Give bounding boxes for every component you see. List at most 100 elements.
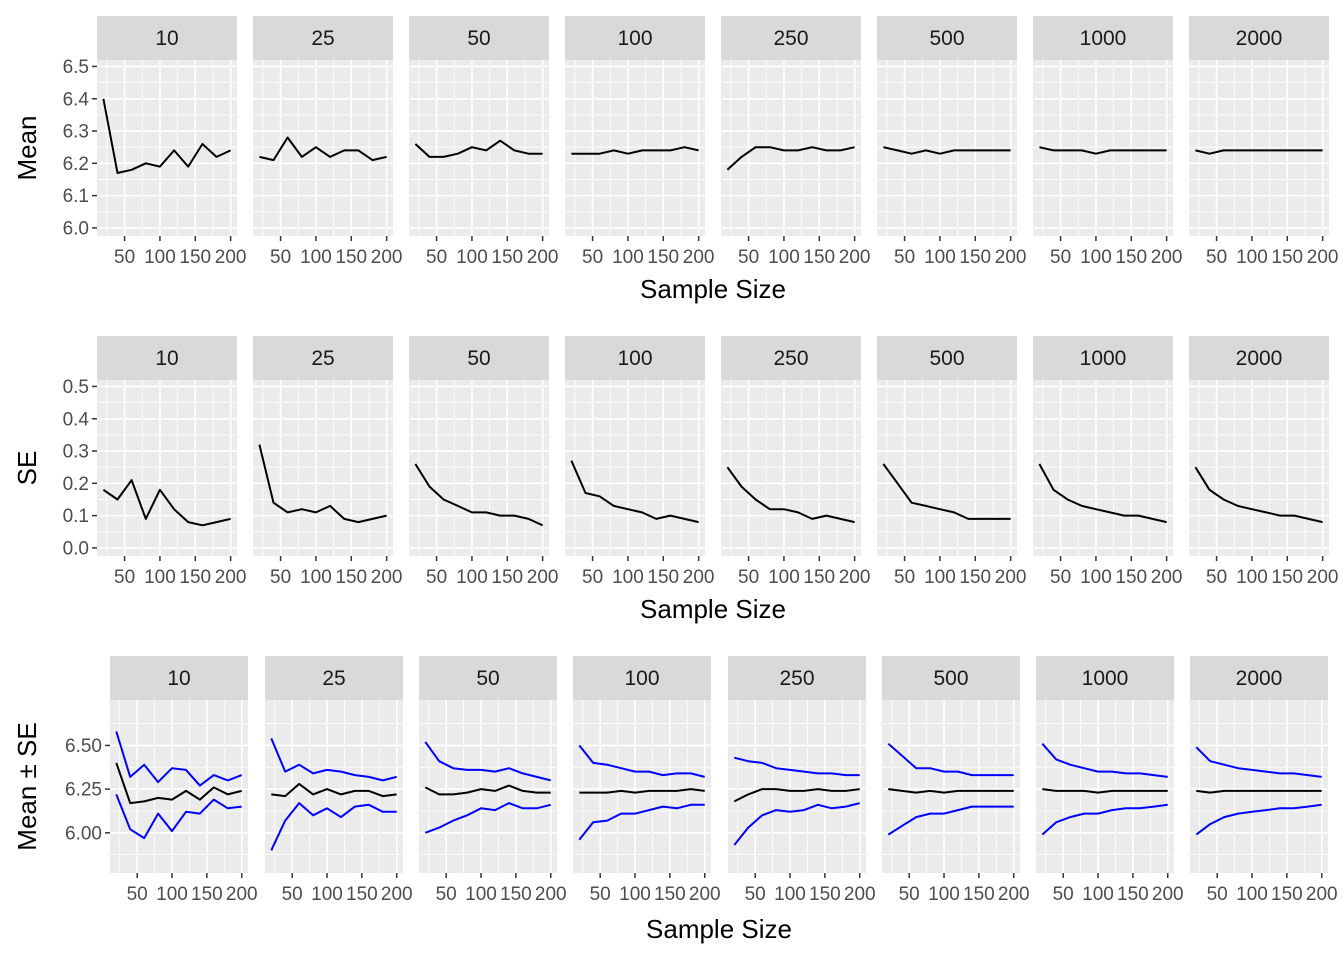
panel-background (1036, 700, 1174, 873)
y-tick-label: 6.2 (63, 154, 89, 175)
facet-strip (409, 336, 549, 380)
mean-line (579, 788, 705, 794)
panel-background (1189, 380, 1329, 556)
facet-strip-label: 500 (929, 27, 964, 50)
lower-se-line (733, 802, 860, 846)
x-axis-title: Sample Size (646, 914, 792, 944)
mean-line (571, 146, 699, 155)
x-tick-label: 50 (282, 884, 303, 905)
x-tick-label: 200 (381, 884, 413, 905)
mean-line (733, 788, 860, 803)
x-tick-label: 200 (1152, 884, 1184, 905)
x-tick-label: 150 (1115, 247, 1147, 268)
x-tick-label: 200 (1307, 247, 1339, 268)
mean-line (414, 139, 543, 158)
x-tick-label: 150 (491, 567, 523, 588)
facet-panel-50: 50 50 100 150 200 (409, 336, 558, 588)
x-tick-label: 50 (738, 247, 759, 268)
facet-strip-label: 100 (617, 27, 652, 50)
facet-panel-500: 500 50 100 150 200 (877, 16, 1026, 268)
x-tick-label: 200 (215, 247, 247, 268)
facet-panel-50: 50 50 100 150 200 (419, 656, 567, 905)
x-tick-label: 100 (465, 884, 497, 905)
facet-strip (721, 16, 861, 60)
mean-line (1195, 149, 1323, 155)
facet-panel-250: 250 50 100 150 200 (721, 336, 870, 588)
facet-panel-10: 10 50 100 150 200 (97, 336, 246, 588)
x-tick-label: 100 (768, 247, 800, 268)
y-tick-label: 6.50 (65, 736, 102, 757)
y-tick-label: 0.1 (63, 506, 89, 527)
se-line (882, 463, 1011, 520)
x-tick-label: 100 (1080, 567, 1112, 588)
lower-se-line (1041, 803, 1168, 836)
y-tick-label: 0.2 (63, 474, 89, 495)
facet-strip-label: 25 (322, 667, 345, 690)
x-tick-label: 150 (500, 884, 532, 905)
upper-se-line (115, 731, 243, 787)
facet-strip-label: 500 (933, 667, 968, 690)
facet-panel-25: 25 50 100 150 200 (253, 16, 402, 268)
panel-background (573, 700, 711, 873)
x-tick-label: 200 (689, 884, 721, 905)
x-tick-label: 200 (995, 567, 1027, 588)
facet-strip-label: 250 (773, 27, 808, 50)
panel-background (97, 380, 237, 556)
facet-strip (97, 336, 237, 380)
facet-strip (409, 16, 549, 60)
facet-strip-label: 1000 (1082, 667, 1129, 690)
upper-se-line (424, 741, 551, 782)
x-tick-label: 150 (1117, 884, 1149, 905)
x-tick-label: 50 (436, 884, 457, 905)
x-tick-label: 200 (371, 247, 403, 268)
x-tick-label: 150 (959, 247, 991, 268)
x-tick-label: 150 (179, 567, 211, 588)
x-tick-label: 100 (924, 567, 956, 588)
x-tick-label: 150 (647, 567, 679, 588)
facet-strip (110, 656, 248, 700)
x-tick-label: 100 (456, 567, 488, 588)
panel-background (253, 380, 393, 556)
facet-panel-2000: 2000 50 100 150 200 (1189, 16, 1338, 268)
facet-strip (721, 336, 861, 380)
x-tick-label: 100 (1080, 247, 1112, 268)
panel-background (419, 700, 557, 873)
x-tick-label: 50 (270, 247, 291, 268)
panel-background (97, 60, 237, 236)
panel-background (1190, 700, 1328, 873)
x-tick-label: 200 (839, 247, 871, 268)
x-tick-label: 50 (270, 567, 291, 588)
facet-strip-label: 2000 (1236, 27, 1283, 50)
mean-line (726, 146, 855, 171)
panel-background (1033, 380, 1173, 556)
facet-strip-label: 50 (476, 667, 499, 690)
lower-se-line (424, 802, 551, 834)
se-line (102, 479, 231, 527)
se-line (1038, 463, 1167, 524)
panel-background (253, 60, 393, 236)
mean-line (1196, 789, 1322, 794)
panel-background (565, 380, 705, 556)
mean-line (259, 136, 387, 162)
x-tick-label: 150 (1271, 567, 1303, 588)
y-tick-label: 6.25 (65, 780, 102, 801)
x-tick-label: 50 (1053, 884, 1074, 905)
facet-panel-250: 250 50 100 150 200 (728, 656, 876, 905)
x-tick-label: 50 (114, 247, 135, 268)
x-tick-label: 100 (144, 567, 176, 588)
y-tick-label: 0.3 (63, 442, 89, 463)
x-tick-label: 100 (924, 247, 956, 268)
se-line (570, 460, 699, 524)
se-line (726, 466, 855, 524)
panel-background (728, 700, 866, 873)
facet-panel-50: 50 50 100 150 200 (409, 16, 558, 268)
facet-strip-label: 10 (167, 667, 190, 690)
facet-strip (1189, 336, 1329, 380)
x-tick-label: 50 (426, 247, 447, 268)
y-axis-title: Mean (12, 115, 42, 180)
x-tick-label: 150 (803, 567, 835, 588)
x-tick-label: 200 (1151, 567, 1183, 588)
x-tick-label: 200 (527, 567, 559, 588)
